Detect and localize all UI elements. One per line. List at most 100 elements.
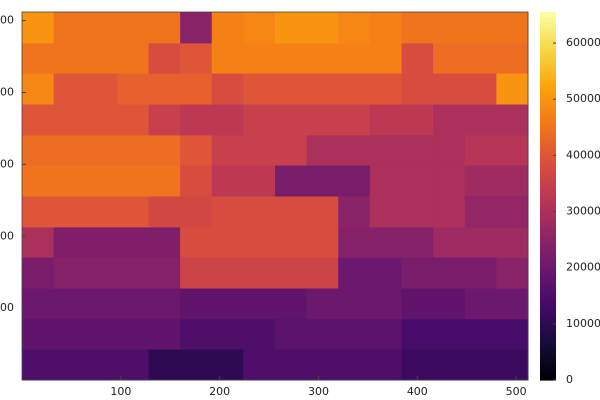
- colorbar-segment: [540, 340, 556, 343]
- colorbar-segment: [540, 334, 556, 337]
- colorbar-segment: [540, 140, 556, 143]
- heatmap-cell: [496, 196, 529, 228]
- heatmap-cell: [22, 349, 55, 381]
- heatmap-cell: [180, 42, 213, 74]
- heatmap-cell: [211, 226, 244, 258]
- colorbar-segment: [540, 306, 556, 309]
- heatmap-cell: [306, 42, 339, 74]
- heatmap-cell: [22, 288, 55, 320]
- colorbar-segment: [540, 122, 556, 125]
- colorbar-segment: [540, 266, 556, 269]
- colorbar-segment: [540, 344, 556, 347]
- heatmap-cell: [464, 73, 497, 105]
- colorbar-segment: [540, 116, 556, 119]
- colorbar-segment: [540, 102, 556, 105]
- colorbar-segment: [540, 226, 556, 229]
- colorbar-segment: [540, 40, 556, 43]
- heatmap-cell: [433, 349, 466, 381]
- x-tick-label: 300: [308, 385, 329, 398]
- heatmap-cell: [496, 73, 529, 105]
- colorbar-segment: [540, 190, 556, 193]
- heatmap-cell: [275, 12, 308, 44]
- heatmap-cell: [243, 42, 276, 74]
- heatmap-cell: [275, 104, 308, 136]
- colorbar-segment: [540, 378, 556, 381]
- colorbar-segment: [540, 338, 556, 341]
- colorbar-segment: [540, 76, 556, 79]
- colorbar-segment: [540, 352, 556, 355]
- colorbar-segment: [540, 268, 556, 271]
- heatmap-cell: [148, 12, 181, 44]
- heatmap-cell: [211, 318, 244, 350]
- colorbar-segment: [540, 82, 556, 85]
- colorbar-segment: [540, 252, 556, 255]
- y-tick-label: 200: [0, 229, 14, 242]
- colorbar-segment: [540, 360, 556, 363]
- heatmap-cell: [496, 104, 529, 136]
- colorbar-segment: [540, 272, 556, 275]
- x-tick-label: 500: [506, 385, 527, 398]
- heatmap-cell: [401, 134, 434, 166]
- heatmap-cell: [369, 104, 402, 136]
- heatmap-cell: [148, 165, 181, 197]
- colorbar-segment: [540, 248, 556, 251]
- colorbar-segment: [540, 30, 556, 33]
- colorbar-segment: [540, 84, 556, 87]
- heatmap-cell: [22, 196, 55, 228]
- colorbar-segment: [540, 138, 556, 141]
- colorbar-segment: [540, 354, 556, 357]
- colorbar-segment: [540, 16, 556, 19]
- heatmap-cell: [306, 12, 339, 44]
- heatmap-cell: [369, 165, 402, 197]
- heatmap-cell: [116, 318, 149, 350]
- colorbar-segment: [540, 170, 556, 173]
- colorbar-segment: [540, 162, 556, 165]
- colorbar-segment: [540, 120, 556, 123]
- plot-frame: [21, 11, 529, 381]
- colorbar-segment: [540, 68, 556, 71]
- colorbar-segment: [540, 276, 556, 279]
- heatmap-cell: [211, 134, 244, 166]
- colorbar-segment: [540, 54, 556, 57]
- heatmap-cell: [243, 165, 276, 197]
- colorbar-segment: [540, 244, 556, 247]
- heatmap-cell: [433, 257, 466, 289]
- colorbar-segment: [540, 118, 556, 121]
- colorbar-segment: [540, 94, 556, 97]
- heatmap-cell: [116, 257, 149, 289]
- heatmap-cell: [148, 288, 181, 320]
- colorbar-segment: [540, 280, 556, 283]
- heatmap-cell: [369, 12, 402, 44]
- colorbar-segment: [540, 358, 556, 361]
- heatmap-cell: [116, 42, 149, 74]
- colorbar-segment: [540, 250, 556, 253]
- colorbar-segment: [540, 196, 556, 199]
- colorbar-tick-label: 60000: [566, 36, 600, 49]
- heatmap-cell: [496, 257, 529, 289]
- heatmap-cell: [433, 134, 466, 166]
- colorbar-segment: [540, 200, 556, 203]
- heatmap-cell: [85, 349, 118, 381]
- colorbar-segment: [540, 362, 556, 365]
- colorbar-segment: [540, 304, 556, 307]
- colorbar-segment: [540, 228, 556, 231]
- heatmap-cell: [116, 226, 149, 258]
- colorbar-segment: [540, 184, 556, 187]
- colorbar-segment: [540, 156, 556, 159]
- heatmap-cell: [243, 349, 276, 381]
- heatmap-cell: [85, 257, 118, 289]
- heatmap-cell: [464, 104, 497, 136]
- heatmap-cell: [243, 73, 276, 105]
- heatmap-cell: [338, 196, 371, 228]
- heatmap-cell: [180, 165, 213, 197]
- colorbar-segment: [540, 368, 556, 371]
- colorbar-segment: [540, 364, 556, 367]
- colorbar-segment: [540, 188, 556, 191]
- heatmap-cell: [401, 196, 434, 228]
- heatmap-cell: [369, 196, 402, 228]
- colorbar-segment: [540, 64, 556, 67]
- colorbar-segment: [540, 366, 556, 369]
- colorbar-segment: [540, 282, 556, 285]
- heatmap-cell: [306, 318, 339, 350]
- colorbar-segment: [540, 374, 556, 377]
